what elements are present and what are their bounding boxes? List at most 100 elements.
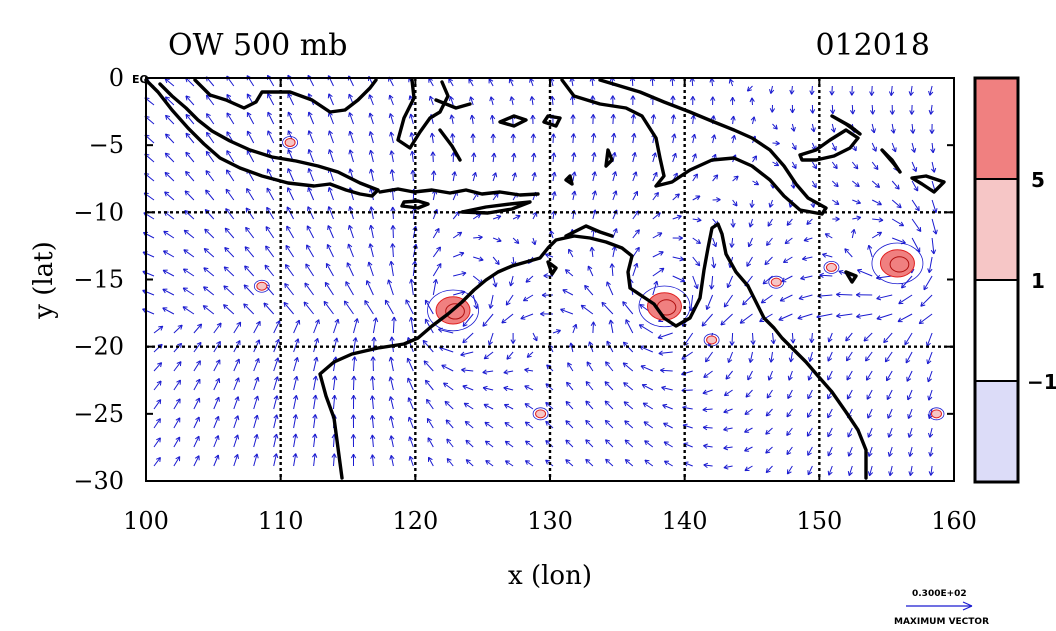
wind-vector-head [332, 375, 338, 381]
wind-vector-head [246, 188, 251, 194]
wind-vector [411, 151, 414, 163]
wind-vector [389, 94, 394, 106]
wind-vector-head [590, 114, 596, 119]
wind-vector [856, 313, 873, 318]
wind-vector-head [791, 145, 797, 151]
wind-vector-head [812, 164, 817, 170]
wind-vector [652, 192, 659, 201]
wind-vector [888, 446, 893, 457]
wind-vector [253, 358, 260, 372]
wind-vector-head [623, 401, 629, 407]
wind-vector [871, 231, 882, 239]
wind-vector [550, 230, 554, 239]
wind-vector [408, 416, 414, 429]
wind-vector [622, 362, 634, 372]
wind-vector [450, 114, 454, 125]
wind-vector-head [489, 96, 495, 102]
wind-vector-head [711, 134, 717, 140]
wind-vector-head [605, 439, 611, 445]
wind-vector [832, 199, 840, 205]
wind-vector-head [908, 451, 914, 457]
wind-vector [370, 168, 374, 182]
wind-vector [639, 345, 653, 353]
wind-vector [612, 133, 615, 144]
wind-vector [876, 294, 893, 300]
wind-vector [892, 237, 906, 244]
wind-vector-head [407, 397, 413, 403]
wind-vector [891, 218, 904, 227]
wind-vector-head [807, 394, 812, 400]
wind-vector [482, 313, 494, 327]
wind-vector-head [676, 214, 682, 220]
wind-vector-head [830, 127, 836, 133]
wind-vector-head [434, 227, 440, 234]
wind-vector [851, 85, 853, 96]
wind-vector [652, 232, 663, 239]
wind-vector-head [564, 269, 570, 275]
wind-vector [524, 385, 534, 391]
wind-vector-head [827, 375, 832, 381]
wind-vector-head [610, 95, 616, 100]
wind-vector [425, 379, 434, 391]
wind-vector-head [226, 93, 232, 100]
wind-vector [931, 161, 935, 173]
wind-vector-head [488, 303, 494, 309]
wind-vector [930, 465, 933, 476]
wind-vector-head [711, 263, 717, 269]
wind-vector [624, 420, 634, 429]
wind-vector-head [827, 413, 832, 419]
wind-vector [205, 170, 215, 182]
wind-vector-head [437, 327, 443, 333]
wind-vector [326, 244, 334, 258]
wind-vector-head [430, 151, 436, 157]
wind-vector-head [368, 131, 374, 137]
wind-vector [407, 357, 414, 372]
wind-vector-head [204, 228, 210, 234]
wind-vector [702, 408, 713, 411]
wind-vector [164, 78, 175, 87]
wind-vector [267, 93, 275, 106]
wind-vector-head [565, 420, 571, 426]
wind-vector-head [906, 395, 912, 401]
wind-vector [432, 228, 440, 239]
wind-vector-head [703, 443, 708, 449]
wind-vector [560, 308, 574, 315]
wind-vector [723, 408, 733, 413]
wind-vector [888, 427, 893, 438]
wind-vector [610, 319, 614, 334]
wind-vector [492, 256, 500, 265]
wind-vector [852, 199, 861, 204]
wind-vector-head [287, 149, 293, 155]
wind-vector [672, 153, 677, 163]
wind-vector-head [753, 180, 760, 186]
wind-vector-head [265, 245, 270, 251]
wind-vector-head [202, 305, 208, 310]
wind-vector-head [312, 433, 318, 439]
wind-vector [185, 171, 195, 182]
wind-vector-head [489, 114, 496, 120]
wind-vector [871, 180, 880, 188]
wind-vector-head [930, 249, 937, 255]
wind-vector-head [750, 116, 756, 122]
wind-vector [531, 96, 534, 106]
y-tick-label: −30 [73, 467, 124, 495]
wind-vector-head [409, 278, 415, 284]
wind-vector [142, 308, 155, 315]
wind-vector-head [175, 456, 181, 462]
wind-vector-head [750, 340, 756, 345]
wind-vector-head [774, 161, 780, 167]
wind-vector [460, 351, 474, 356]
wind-vector-head [410, 169, 416, 175]
wind-vector-head [876, 231, 883, 237]
wind-vector-head [304, 282, 310, 288]
wind-vector [767, 218, 773, 227]
wind-vector [624, 459, 634, 467]
wind-vector [333, 356, 337, 372]
wind-vector-head [786, 220, 792, 226]
wind-vector [432, 279, 437, 296]
x-tick-label: 120 [392, 507, 438, 535]
wind-vector [572, 152, 575, 163]
wind-vector [752, 180, 759, 186]
wind-vector-head [312, 394, 318, 400]
wind-vector [505, 440, 514, 448]
